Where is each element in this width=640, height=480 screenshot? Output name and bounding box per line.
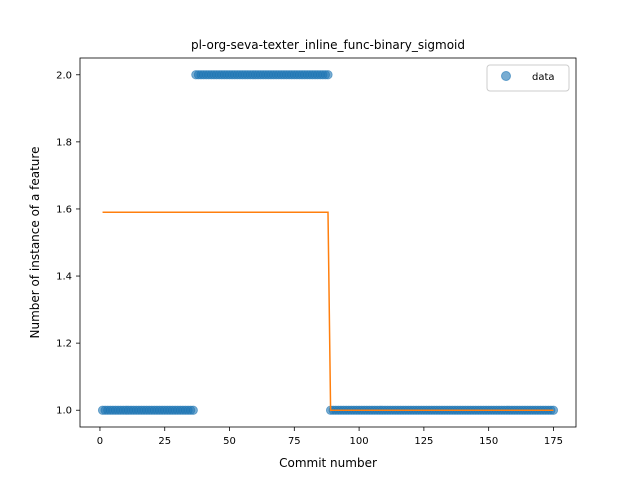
plot-area (79, 57, 577, 428)
x-tick-label: 150 (479, 436, 498, 447)
y-axis-label: Number of instance of a feature (28, 147, 42, 339)
x-tick-label: 0 (97, 436, 103, 447)
plot-frame (79, 57, 577, 428)
y-tick-label: 1.8 (56, 137, 72, 148)
x-tick-label: 75 (288, 436, 301, 447)
y-tick-label: 1.4 (56, 272, 72, 283)
y-tick-label: 2.0 (56, 70, 72, 81)
data-point (323, 70, 333, 80)
x-tick-label: 50 (223, 436, 236, 447)
x-tick-label: 100 (350, 436, 369, 447)
x-tick-label: 25 (158, 436, 171, 447)
y-tick-label: 1.2 (56, 339, 72, 350)
x-tick-label: 175 (544, 436, 563, 447)
x-axis-ticks: 0 25 50 75 100 125 150 175 (97, 427, 563, 447)
legend: data (486, 64, 570, 92)
legend-marker-data (501, 71, 511, 81)
data-marks (97, 70, 559, 415)
y-tick-label: 1.0 (56, 406, 72, 417)
x-tick-label: 125 (414, 436, 433, 447)
legend-label-data: data (532, 72, 555, 83)
legend-box (486, 64, 570, 92)
x-axis-label: Commit number (279, 456, 377, 470)
fit-line (102, 211, 554, 411)
y-axis-ticks: 1.0 1.2 1.4 1.6 1.8 2.0 (56, 70, 80, 417)
y-tick-label: 1.6 (56, 204, 72, 215)
chart-title: pl-org-seva-texter_inline_func-binary_si… (191, 38, 465, 52)
data-point (188, 405, 198, 415)
